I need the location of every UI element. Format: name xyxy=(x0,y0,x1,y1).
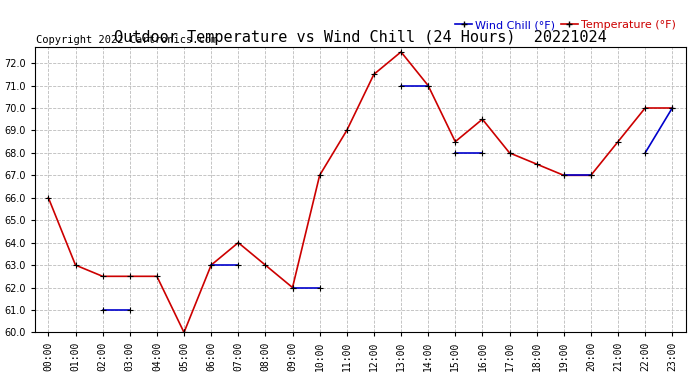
Text: Copyright 2022 Cartronics.com: Copyright 2022 Cartronics.com xyxy=(36,34,217,45)
Title: Outdoor Temperature vs Wind Chill (24 Hours)  20221024: Outdoor Temperature vs Wind Chill (24 Ho… xyxy=(114,30,607,45)
Legend: Wind Chill (°F), Temperature (°F): Wind Chill (°F), Temperature (°F) xyxy=(451,16,680,35)
